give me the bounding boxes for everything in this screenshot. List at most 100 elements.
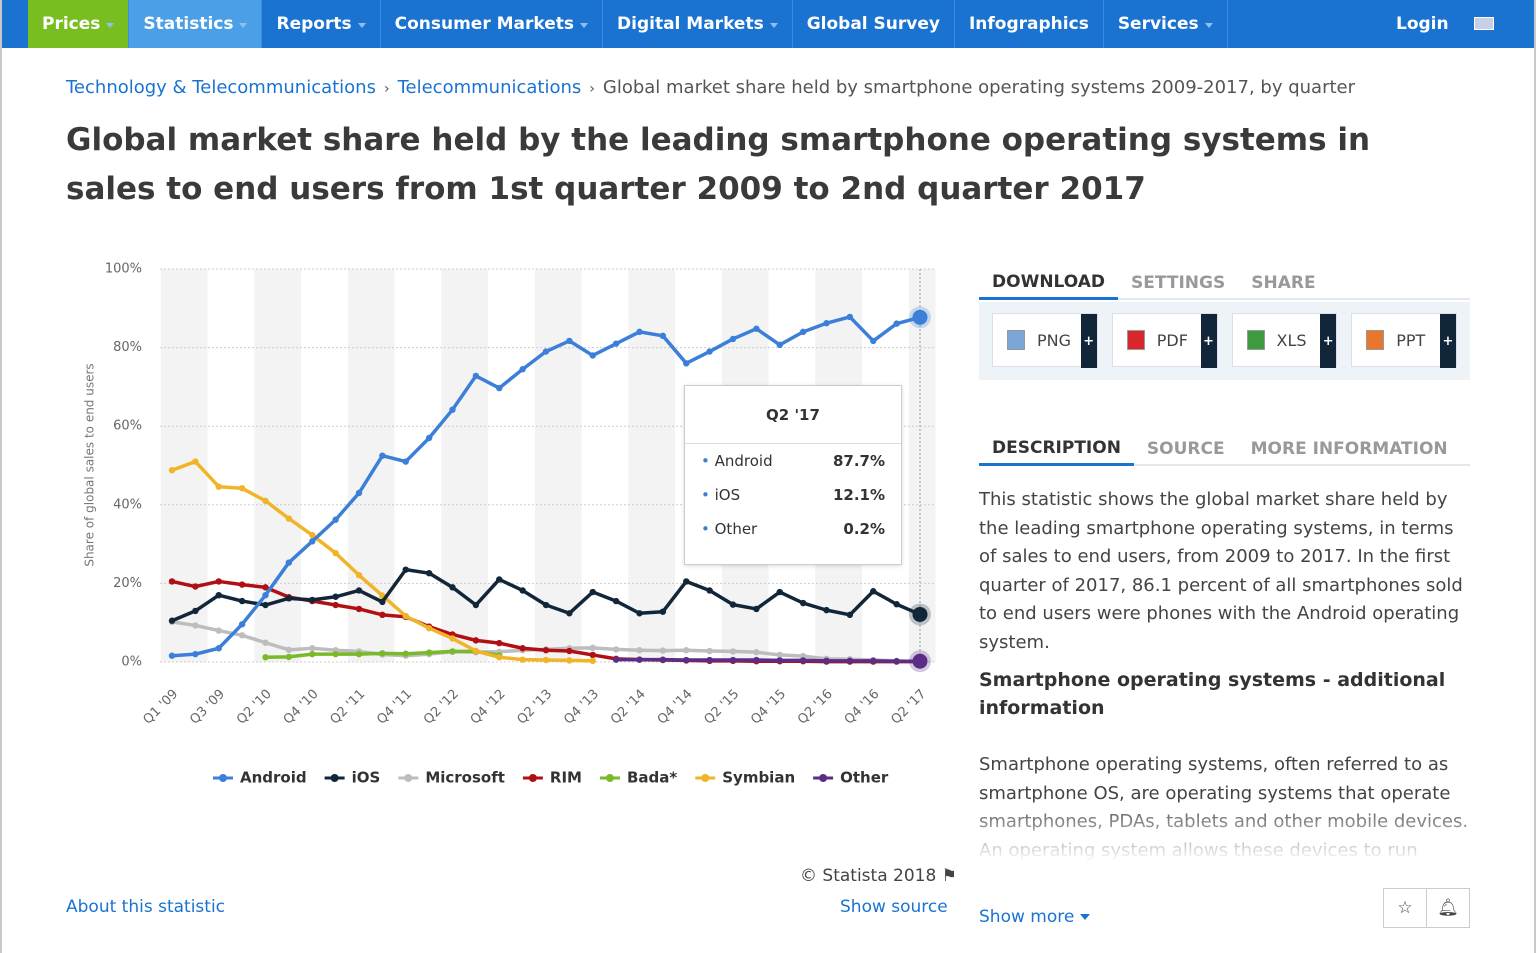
y-axis-title: Share of global sales to end users — [83, 363, 97, 566]
show-source-link[interactable]: Show source — [840, 897, 948, 917]
x-tick-label: Q2 '13 — [514, 687, 555, 728]
stripe — [534, 269, 582, 662]
data-point — [636, 656, 643, 663]
file-icon — [1246, 330, 1265, 350]
data-point — [566, 657, 573, 664]
login[interactable]: Login — [1396, 14, 1449, 34]
nav-item[interactable]: Infographics — [955, 0, 1104, 48]
x-tick-label: Q2 '10 — [234, 687, 275, 728]
tooltip-value: 12.1% — [832, 486, 885, 504]
tooltip-dot: • — [701, 520, 715, 538]
download-button[interactable]: PDF + — [1111, 313, 1218, 368]
download-button[interactable]: PNG + — [992, 313, 1098, 368]
nav-item[interactable]: Statistics — [129, 0, 263, 48]
download-button[interactable]: PPT + — [1351, 313, 1457, 368]
favorite-button[interactable]: ☆ — [1383, 888, 1427, 928]
legend-label: Android — [240, 769, 307, 787]
tooltip-name: • Other — [701, 520, 757, 538]
tooltip-dot: • — [701, 486, 715, 504]
data-point — [332, 593, 339, 600]
data-point — [168, 652, 176, 659]
data-point — [472, 372, 480, 380]
breadcrumb-link[interactable]: Technology & Telecommunications — [66, 77, 376, 98]
tooltip-series: Other — [714, 520, 758, 538]
panel-tab[interactable]: DOWNLOAD — [979, 266, 1119, 300]
data-point — [262, 584, 269, 591]
nav-item[interactable]: Prices — [28, 0, 130, 48]
plus-icon: + — [1080, 314, 1097, 368]
data-point — [262, 497, 269, 505]
x-tick-label: Q1 '09 — [140, 687, 181, 728]
data-point — [332, 549, 339, 557]
data-point — [496, 384, 503, 392]
data-point — [846, 611, 854, 619]
alert-button[interactable]: 🔔︎ — [1426, 888, 1470, 928]
x-tick-label: Q2 '14 — [608, 687, 649, 728]
data-point — [659, 608, 667, 615]
legend-dot — [819, 774, 828, 782]
tooltip: Q2 '17 • Android 87.7% • iOS 12.1% • Other 0.… — [684, 385, 902, 565]
language-flag[interactable] — [1474, 17, 1494, 30]
legend-label: Bada* — [627, 769, 677, 787]
plus-icon: + — [1320, 314, 1337, 368]
top-nav: Prices Statistics Reports Consumer Markets D… — [0, 0, 1536, 48]
tooltip-value: 0.2% — [843, 520, 885, 538]
info-tab[interactable]: DESCRIPTION — [979, 432, 1134, 466]
download-button[interactable]: XLS + — [1231, 313, 1338, 368]
nav-item[interactable]: Global Survey — [793, 0, 955, 48]
data-point — [262, 654, 269, 661]
data-point — [683, 647, 690, 654]
data-point — [496, 639, 503, 647]
data-point — [472, 637, 480, 644]
data-point — [729, 601, 737, 608]
panel-tab[interactable]: SETTINGS — [1131, 273, 1226, 293]
legend-dot — [404, 774, 413, 782]
data-point — [659, 656, 667, 663]
data-point — [192, 607, 199, 615]
data-point — [355, 605, 363, 613]
data-point — [753, 656, 760, 664]
data-point — [309, 650, 316, 658]
data-point — [706, 656, 713, 664]
file-icon — [1126, 330, 1145, 350]
show-more[interactable]: Show more — [979, 907, 1090, 927]
info-tab[interactable]: MORE INFORMATION — [1250, 439, 1448, 459]
data-point — [612, 597, 620, 605]
page-title: Global market share held by the leading … — [66, 122, 1371, 207]
x-tick-label: Q2 '16 — [795, 687, 836, 728]
y-tick-label: 80% — [113, 340, 142, 355]
info-tab[interactable]: SOURCE — [1146, 439, 1225, 459]
nav-item[interactable]: Services — [1104, 0, 1228, 48]
about-link[interactable]: About this statistic — [66, 897, 226, 917]
x-tick-label: Q4 '15 — [748, 687, 789, 728]
data-point — [912, 653, 928, 669]
data-point — [215, 578, 222, 585]
panel-tab[interactable]: SHARE — [1251, 273, 1316, 293]
nav-item[interactable]: Consumer Markets — [381, 0, 604, 48]
data-point — [542, 348, 550, 355]
x-tick-label: Q4 '12 — [468, 687, 509, 728]
tooltip-row: • Android 87.7% — [685, 444, 901, 478]
download-label: PPT — [1396, 330, 1426, 350]
data-point — [402, 612, 409, 620]
tooltip-name: • iOS — [701, 486, 740, 504]
data-point — [379, 452, 386, 459]
download-label: PDF — [1156, 330, 1188, 350]
nav-item[interactable]: Reports — [262, 0, 381, 48]
y-tick-label: 0% — [121, 655, 142, 670]
data-point — [612, 646, 620, 653]
legend-dot — [701, 774, 710, 782]
data-point — [309, 645, 316, 652]
data-point — [449, 635, 456, 642]
data-point — [402, 566, 409, 573]
data-point — [238, 632, 246, 639]
data-point — [589, 352, 596, 359]
data-point — [776, 657, 783, 664]
nav-item[interactable]: Digital Markets — [603, 0, 793, 48]
data-point — [519, 587, 526, 594]
data-point — [776, 588, 783, 596]
breadcrumb-link[interactable]: Telecommunications — [397, 77, 582, 98]
data-point — [776, 651, 783, 659]
tooltip-series: iOS — [714, 486, 741, 504]
data-point — [168, 578, 176, 585]
